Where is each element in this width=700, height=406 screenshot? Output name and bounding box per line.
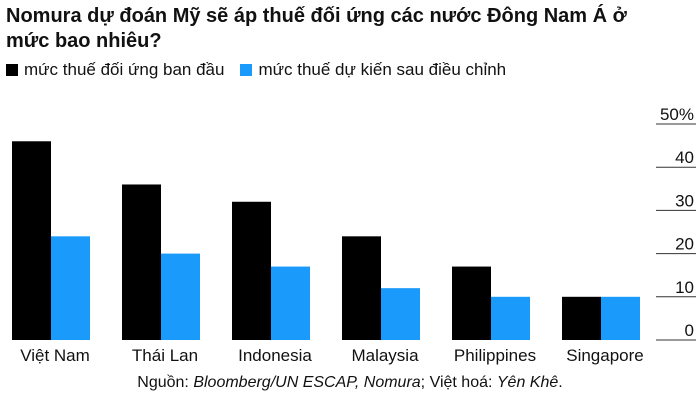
y-tick-label: 50% (660, 105, 694, 124)
bar (232, 201, 271, 340)
legend-item: mức thuế dự kiến sau điều chỉnh (240, 60, 506, 80)
y-tick-label: 30 (675, 191, 694, 210)
x-tick-label: Philippines (454, 346, 536, 365)
source-part: . (558, 374, 563, 391)
source-part: Nguồn: (137, 374, 194, 391)
legend-swatch (6, 64, 18, 76)
bar (122, 184, 161, 340)
y-tick-label: 10 (675, 278, 694, 297)
bar (271, 266, 310, 340)
legend-swatch (240, 64, 253, 76)
source-part: ; Việt hoá: (420, 374, 497, 391)
y-tick-label: 0 (685, 321, 694, 340)
chart: 0 10 20 30 40 50% Việt Nam Thái Lan Indonesia Mal… (12, 105, 696, 365)
bar (161, 253, 200, 340)
bar (491, 296, 530, 340)
bar (381, 288, 420, 340)
source: Nguồn: Bloomberg/UN ESCAP, Nomura; Việt … (0, 374, 700, 392)
legend: mức thuế đối ứng ban đầu mức thuế dự kiến… (6, 60, 506, 80)
bar (12, 141, 51, 340)
bar (601, 296, 640, 340)
legend-item: mức thuế đối ứng ban đầu (6, 60, 224, 80)
x-tick-label: Singapore (566, 346, 644, 365)
x-tick-label: Việt Nam (20, 346, 90, 365)
legend-label: mức thuế đối ứng ban đầu (24, 60, 225, 79)
y-tick-label: 20 (675, 235, 694, 254)
x-tick-label: Thái Lan (132, 346, 198, 365)
x-tick-label: Malaysia (351, 346, 419, 365)
chart-title: Nomura dự đoán Mỹ sẽ áp thuế đối ứng các… (6, 5, 627, 52)
legend-label: mức thuế dự kiến sau điều chỉnh (258, 60, 507, 79)
x-tick-label: Indonesia (238, 346, 312, 365)
source-part: Bloomberg/UN ESCAP, Nomura (193, 374, 421, 391)
bar (342, 236, 381, 340)
bar (562, 296, 601, 340)
bar (51, 236, 90, 340)
source-part: Yên Khê (496, 374, 559, 391)
y-tick-label: 40 (675, 148, 694, 167)
bar (452, 266, 491, 340)
